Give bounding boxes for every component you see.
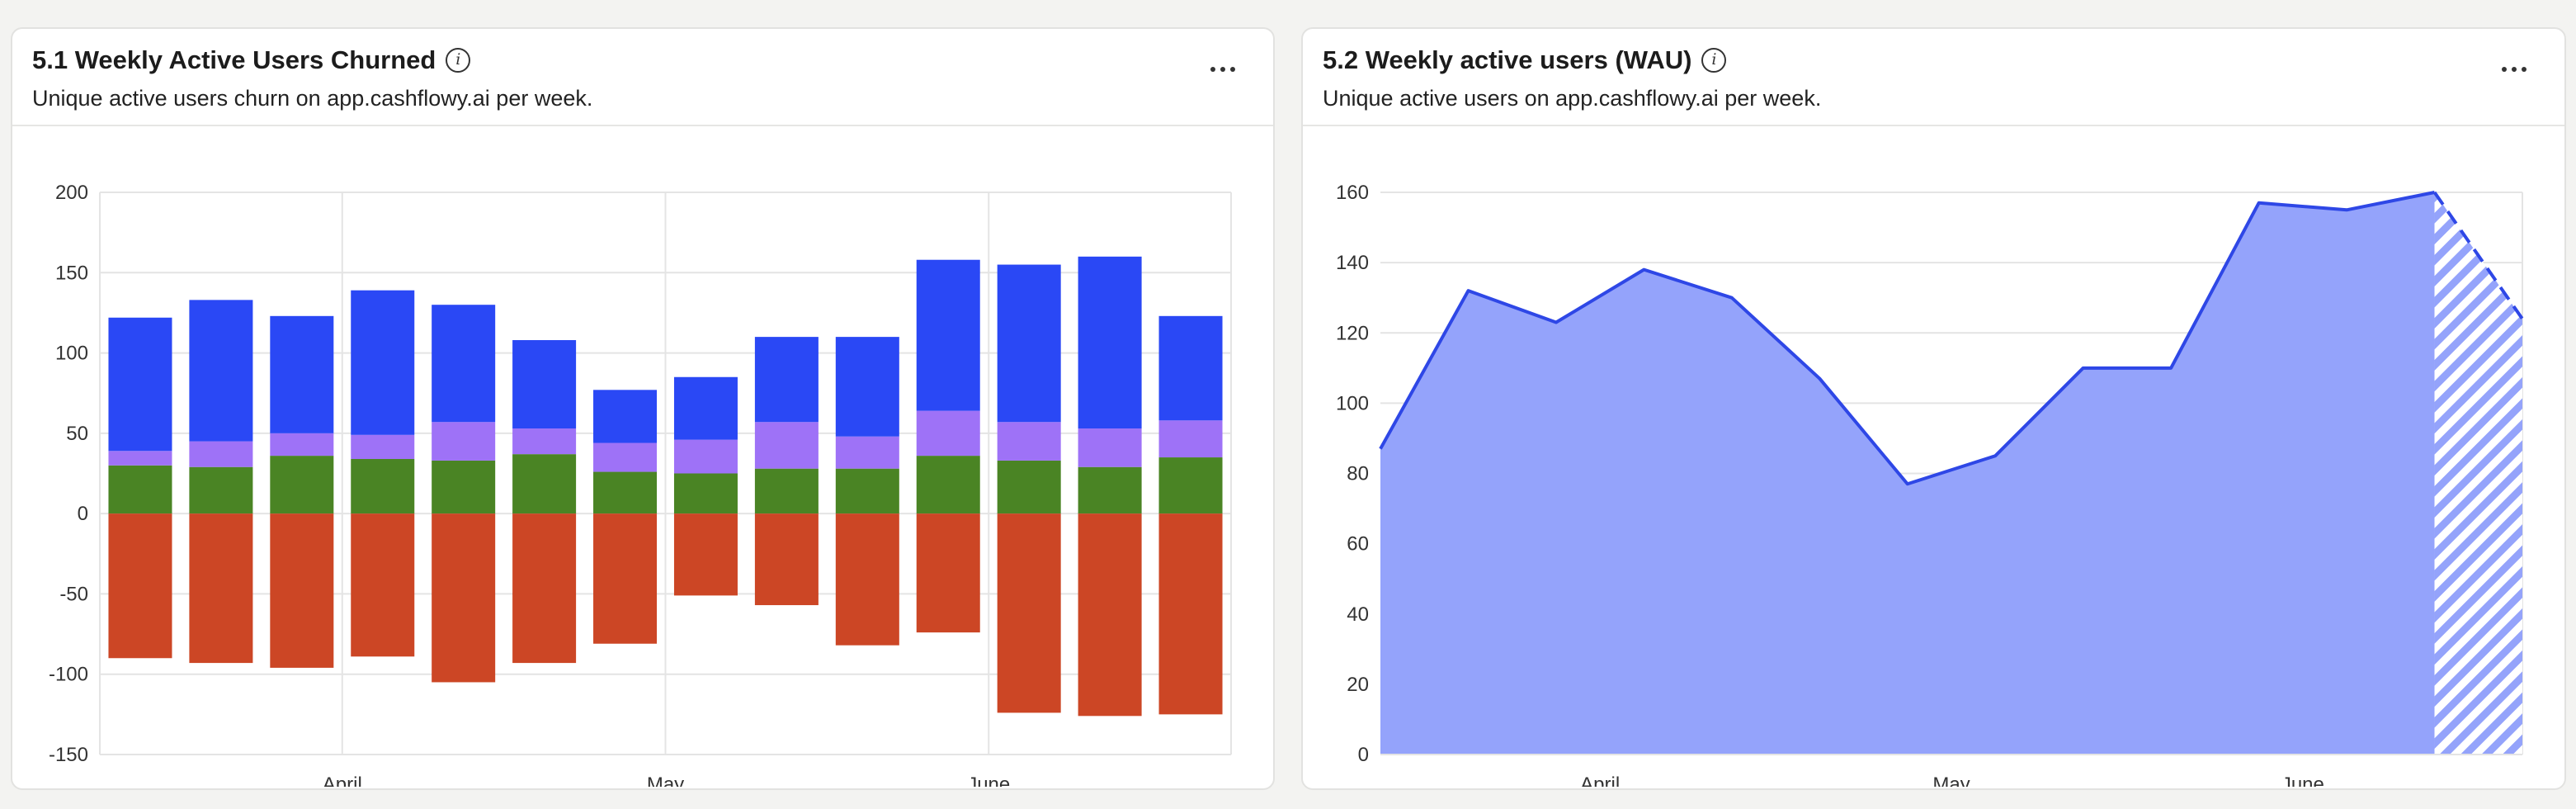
bar-segment — [1078, 466, 1142, 514]
bar-segment — [432, 305, 496, 423]
bar-segment — [916, 259, 980, 411]
card-title: 5.1 Weekly Active Users Churned — [32, 45, 436, 74]
y-tick-label: 20 — [1347, 674, 1369, 696]
more-options-icon[interactable] — [2497, 62, 2531, 77]
y-tick-label: -150 — [49, 744, 88, 766]
y-tick-label: 50 — [66, 423, 88, 445]
bar-segment — [997, 264, 1061, 423]
x-tick-label: April — [323, 774, 362, 787]
bar-segment — [593, 513, 658, 644]
bar-segment — [754, 337, 819, 423]
bar-segment — [270, 456, 334, 514]
bar-segment — [270, 315, 334, 433]
info-icon[interactable]: i — [1701, 48, 1727, 73]
bar-segment — [754, 422, 819, 469]
x-tick-label: June — [2281, 774, 2324, 787]
bar-segment — [997, 513, 1061, 713]
y-tick-label: -50 — [59, 583, 88, 605]
bar-segment — [351, 458, 415, 514]
y-tick-label: -100 — [49, 664, 88, 686]
card-header: 5.2 Weekly active users (WAU) i Unique a… — [1303, 29, 2564, 126]
bar-segment — [835, 436, 899, 469]
y-tick-label: 0 — [78, 503, 88, 525]
bar-segment — [512, 513, 577, 664]
wau-area-chart: 160 140 120 100 80 60 40 20 0 April May June — [1336, 182, 2524, 787]
y-tick-label: 150 — [55, 262, 88, 284]
bar-segment — [270, 433, 334, 457]
series-line — [1379, 191, 2435, 486]
y-tick-label: 80 — [1347, 463, 1369, 485]
bar-segment — [916, 456, 980, 514]
bar-segment — [593, 390, 658, 443]
card-header: 5.1 Weekly Active Users Churned i Unique… — [12, 29, 1273, 126]
bar-segment — [512, 340, 577, 429]
bar-segment — [673, 439, 738, 474]
area-fill — [1380, 192, 2435, 755]
bar-segment — [835, 513, 899, 646]
bar-segment — [997, 460, 1061, 514]
bar-segment — [108, 513, 172, 659]
bar-segment — [108, 317, 172, 452]
bar-segment — [673, 376, 738, 440]
bar-segment — [673, 473, 738, 514]
x-tick-label: April — [1580, 774, 1620, 787]
card-title: 5.2 Weekly active users (WAU) — [1323, 45, 1692, 74]
x-tick-label: May — [647, 774, 684, 787]
bar-segment — [432, 460, 496, 514]
bar-segment — [270, 513, 334, 668]
bar-segment — [108, 465, 172, 514]
bar-segment — [432, 513, 496, 683]
bar-segment — [1158, 315, 1223, 421]
title-row: 5.1 Weekly Active Users Churned i — [32, 45, 471, 75]
bar-segment — [916, 410, 980, 457]
bar-segment — [351, 290, 415, 435]
bar-segment — [593, 442, 658, 472]
bar-segment — [1158, 420, 1223, 458]
bar-segment — [593, 471, 658, 514]
y-tick-label: 0 — [1358, 744, 1369, 766]
bar-segment — [754, 513, 819, 606]
info-icon[interactable]: i — [446, 48, 471, 73]
bar-segment — [432, 422, 496, 461]
y-tick-label: 40 — [1347, 603, 1369, 626]
y-tick-label: 100 — [55, 343, 88, 365]
bar-segment — [673, 513, 738, 596]
churn-bar-chart: 200 150 100 50 0 -50 -100 -150 April May June — [49, 182, 1232, 787]
bar-segment — [351, 513, 415, 657]
partial-series-line — [2432, 191, 2524, 320]
title-row: 5.2 Weekly active users (WAU) i — [1323, 45, 1727, 75]
bar-segment — [1078, 428, 1142, 467]
card-subtitle: Unique active users churn on app.cashflo… — [32, 86, 593, 111]
bar-segment — [1078, 513, 1142, 717]
wau-chart-card: 5.2 Weekly active users (WAU) i Unique a… — [1301, 27, 2566, 790]
bar-segment — [189, 513, 253, 664]
card-subtitle: Unique active users on app.cashflowy.ai … — [1323, 86, 1822, 111]
bar-segment — [1158, 513, 1223, 715]
bar-segment — [351, 434, 415, 459]
y-tick-label: 100 — [1336, 392, 1369, 414]
bar-segment — [1078, 256, 1142, 429]
bar-segment — [189, 441, 253, 467]
y-tick-label: 200 — [55, 182, 88, 204]
x-tick-label: June — [967, 774, 1010, 787]
x-tick-label: May — [1932, 774, 1970, 787]
more-options-icon[interactable] — [1205, 62, 1240, 77]
bar-segment — [108, 451, 172, 466]
bar-segment — [512, 428, 577, 455]
bar-segment — [189, 300, 253, 442]
churn-chart-card: 5.1 Weekly Active Users Churned i Unique… — [11, 27, 1275, 790]
bar-segment — [916, 513, 980, 633]
bar-segment — [835, 468, 899, 514]
bar-segment — [754, 468, 819, 514]
partial-area-fill — [2434, 192, 2522, 755]
bar-segment — [997, 422, 1061, 461]
y-tick-label: 120 — [1336, 322, 1369, 344]
bar-segment — [189, 466, 253, 514]
bar-segment — [835, 337, 899, 437]
y-tick-label: 140 — [1336, 252, 1369, 274]
y-tick-label: 60 — [1347, 533, 1369, 556]
bar-segment — [512, 454, 577, 514]
y-tick-label: 160 — [1336, 182, 1369, 204]
bar-segment — [1158, 457, 1223, 514]
